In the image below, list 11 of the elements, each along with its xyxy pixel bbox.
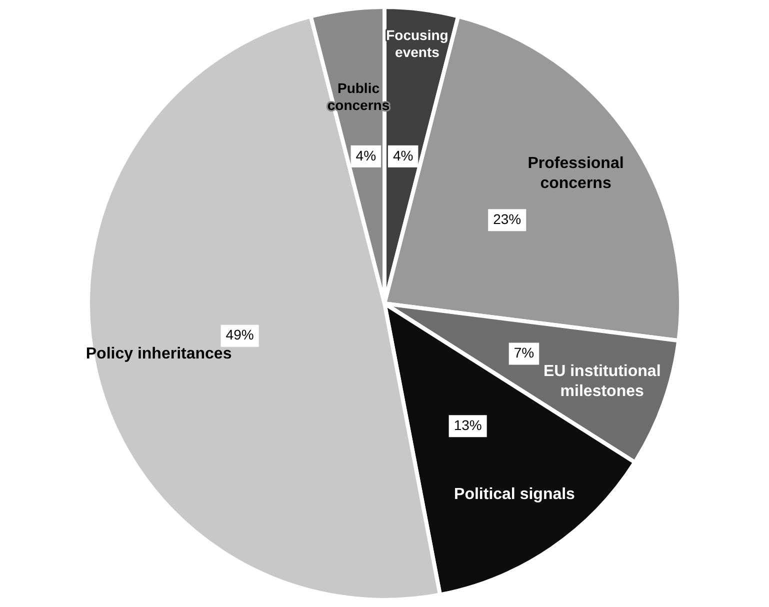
slice-label: Focusing events <box>386 26 448 60</box>
data-label: 4% <box>356 147 376 164</box>
data-label: 4% <box>392 147 414 164</box>
slice-label: Political signals <box>454 486 576 504</box>
data-label: 7% <box>514 344 534 361</box>
slice-label: EU institutional milestones <box>543 363 661 400</box>
data-label: 49% <box>226 326 254 343</box>
slice-label: Policy inheritances <box>86 345 232 362</box>
slice-label: Professional concerns <box>528 154 624 192</box>
data-label: 13% <box>454 416 482 433</box>
data-label: 23% <box>493 211 522 228</box>
